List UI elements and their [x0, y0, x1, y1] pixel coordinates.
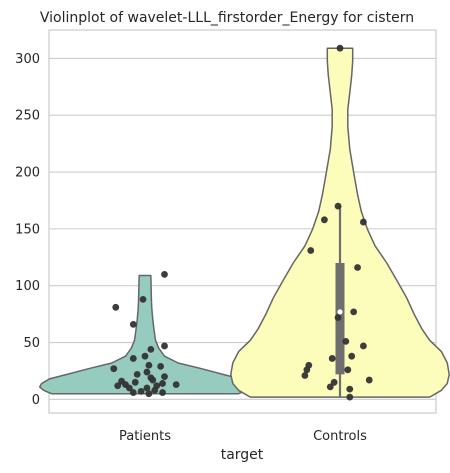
chart-title: Violinplot of wavelet-LLL_firstorder_Ene… — [40, 10, 414, 26]
data-point — [139, 295, 147, 303]
data-point — [354, 264, 361, 271]
x-tick-label: Patients — [119, 429, 171, 444]
data-point — [141, 352, 149, 360]
box-median — [337, 309, 343, 315]
y-tick-label: 150 — [15, 222, 40, 237]
data-point — [137, 388, 145, 395]
data-point — [131, 378, 139, 386]
data-point — [161, 270, 168, 278]
data-point — [321, 216, 328, 224]
data-point — [328, 355, 336, 362]
data-point — [334, 314, 342, 321]
data-point — [334, 202, 342, 210]
data-point — [129, 355, 137, 362]
y-axis-ticks: 0 50 100 150 200 250 300 — [15, 52, 40, 408]
data-point — [326, 383, 334, 391]
data-point — [157, 363, 165, 370]
data-point — [346, 385, 354, 393]
data-point — [301, 372, 309, 379]
data-point — [348, 352, 356, 360]
data-point — [172, 381, 180, 388]
data-point — [307, 247, 315, 254]
data-point — [360, 342, 367, 350]
y-tick-label: 50 — [23, 336, 40, 351]
data-point — [346, 393, 354, 401]
data-point — [365, 376, 373, 384]
data-point — [143, 384, 151, 392]
data-point — [145, 390, 153, 398]
data-point — [336, 44, 344, 52]
x-axis-ticks: Patients Controls — [119, 429, 367, 444]
data-point — [112, 303, 120, 311]
data-point — [342, 338, 350, 345]
y-tick-label: 250 — [15, 109, 40, 124]
data-points — [110, 44, 373, 401]
data-point — [145, 361, 153, 369]
x-tick-label: Controls — [313, 429, 367, 444]
y-tick-label: 300 — [15, 52, 40, 67]
data-point — [330, 378, 338, 386]
y-tick-label: 0 — [32, 393, 40, 408]
y-tick-label: 100 — [15, 279, 40, 294]
data-point — [129, 320, 137, 328]
data-point — [303, 366, 311, 374]
data-point — [360, 218, 367, 226]
data-point — [129, 389, 137, 396]
y-tick-label: 200 — [15, 166, 40, 181]
data-point — [159, 389, 166, 396]
data-point — [125, 384, 133, 392]
data-point — [149, 376, 157, 384]
data-point — [143, 368, 151, 376]
data-point — [350, 308, 358, 316]
data-point — [114, 382, 122, 390]
violin-patients — [38, 274, 252, 395]
data-point — [133, 370, 141, 378]
data-point — [110, 365, 118, 373]
data-point — [151, 386, 159, 394]
data-point — [159, 380, 166, 387]
data-point — [344, 366, 352, 374]
data-point — [147, 345, 155, 353]
x-axis-label: target — [221, 447, 264, 463]
data-point — [161, 342, 168, 350]
data-point — [161, 373, 168, 381]
